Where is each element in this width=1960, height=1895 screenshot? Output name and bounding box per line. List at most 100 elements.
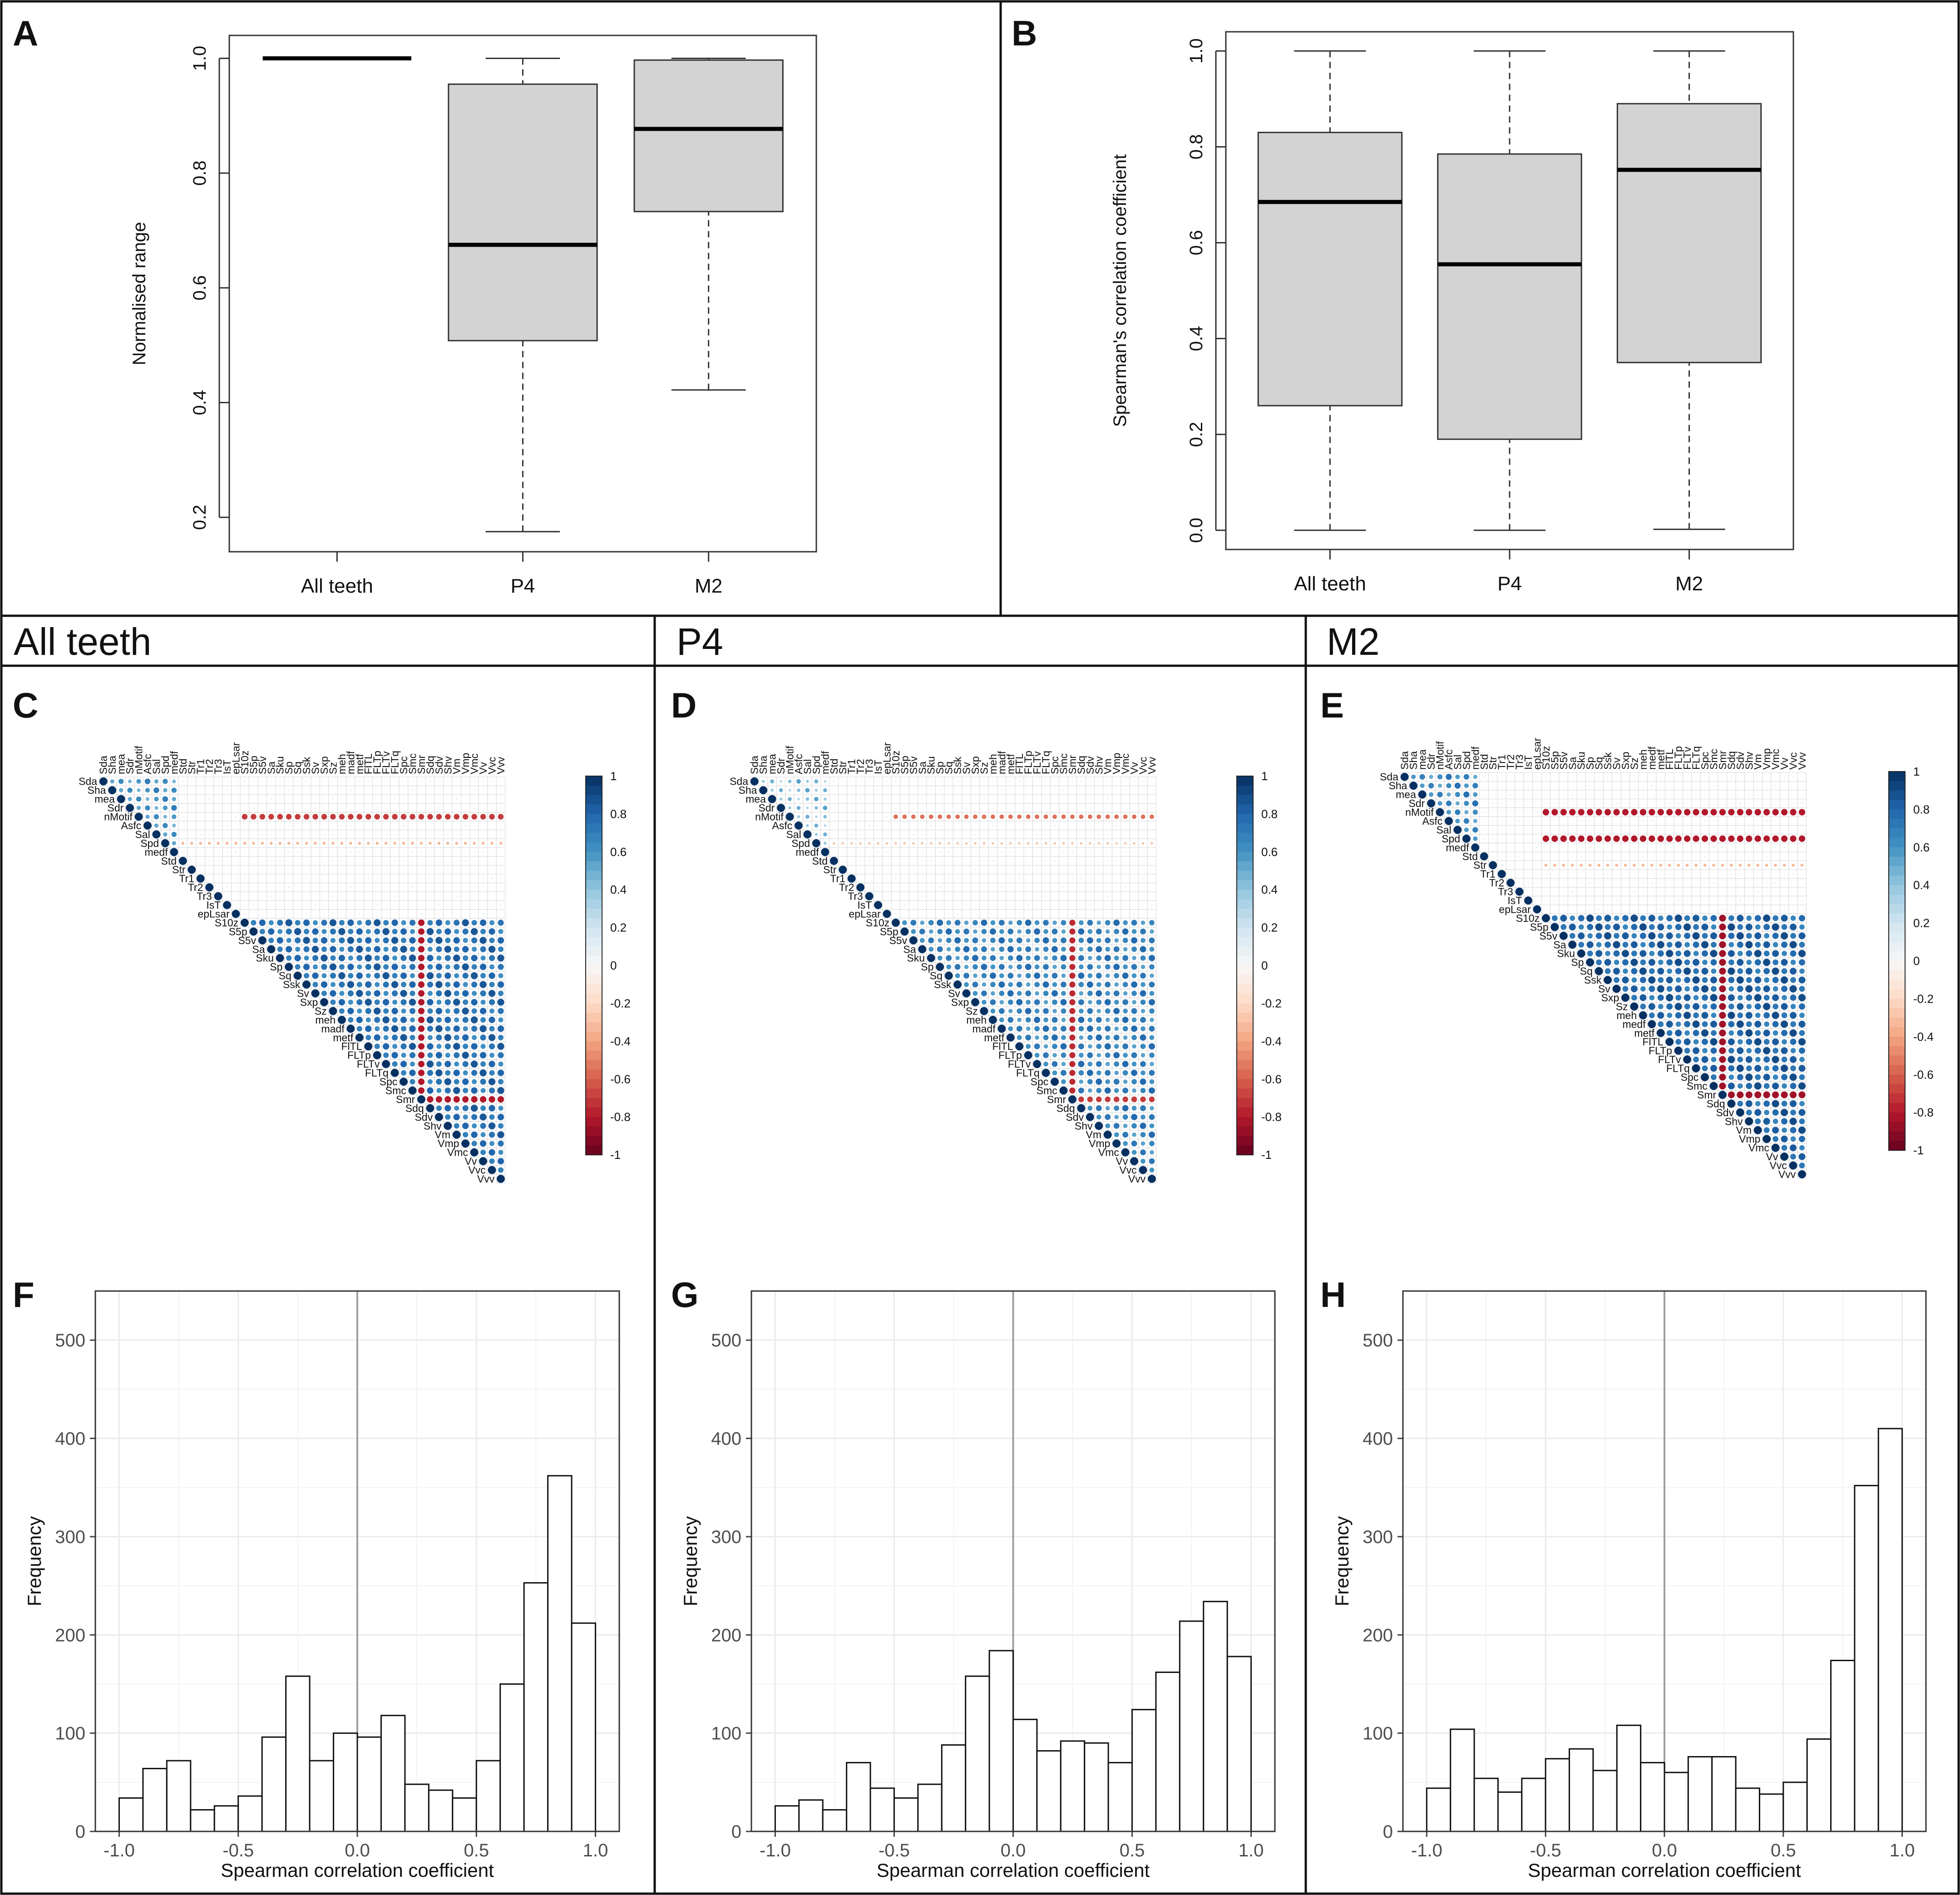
corr-dot: [154, 806, 158, 810]
corr-dot: [315, 887, 316, 888]
corr-dot: [945, 928, 952, 935]
corr-dot: [1113, 1034, 1120, 1041]
corr-dot: [244, 851, 245, 853]
corr-dot: [1116, 869, 1117, 871]
corr-dot: [143, 821, 152, 830]
corr-dot: [261, 841, 264, 845]
corr-dot: [842, 790, 844, 791]
colorbar-step: [586, 965, 602, 975]
corr-dot: [217, 860, 219, 862]
corr-dot: [497, 1131, 504, 1138]
corr-dot: [1660, 776, 1662, 778]
corr-dot: [814, 797, 819, 802]
corr-dot: [1428, 783, 1434, 789]
colorbar-step: [586, 890, 602, 900]
corr-dot: [479, 981, 487, 988]
corr-dot: [1131, 1008, 1137, 1014]
corr-dot: [1027, 878, 1029, 879]
corr-dot: [1045, 807, 1047, 808]
corr-dot: [315, 878, 316, 879]
corr-dot: [913, 798, 914, 800]
corr-dot: [418, 1025, 425, 1032]
corr-col-label: Sv: [310, 762, 321, 774]
corr-dot: [253, 825, 254, 826]
corr-dot: [1045, 825, 1047, 826]
corr-dot: [895, 851, 896, 853]
corr-dot: [1607, 776, 1609, 778]
corr-dot: [453, 1043, 460, 1050]
corr-dot: [454, 1017, 459, 1023]
colorbar-step: [586, 833, 602, 843]
corr-dot: [312, 814, 318, 820]
corr-dot: [1105, 991, 1111, 996]
corr-dot: [1069, 1052, 1076, 1059]
corr-dot: [1080, 781, 1082, 782]
corr-dot: [1017, 1035, 1022, 1040]
corr-dot: [1104, 955, 1111, 961]
corr-dot: [480, 946, 486, 952]
corr-dot: [262, 887, 263, 888]
x-tick-label: M2: [695, 575, 722, 597]
corr-dot: [412, 869, 413, 871]
corr-dot: [417, 1095, 425, 1103]
corr-dot: [491, 834, 493, 835]
corr-dot: [1123, 964, 1128, 970]
corr-dot: [1090, 913, 1091, 915]
corr-dot: [957, 825, 958, 826]
corr-dot: [1078, 1016, 1085, 1023]
corr-dot: [462, 1078, 469, 1085]
corr-dot: [302, 980, 311, 989]
corr-dot: [1107, 807, 1108, 808]
corr-dot: [1107, 790, 1108, 791]
colorbar-tick-label: 0: [1261, 959, 1268, 972]
corr-dot: [293, 971, 302, 980]
corr-dot: [445, 937, 451, 943]
corr-dot: [465, 781, 466, 782]
corr-grid: [99, 777, 506, 1184]
colorbar-step: [1237, 908, 1253, 919]
corr-dot: [1536, 776, 1538, 778]
corr-dot: [483, 896, 484, 897]
corr-dot: [1105, 1052, 1111, 1058]
corr-dot: [1131, 937, 1138, 944]
corr-dot: [1473, 792, 1478, 797]
corr-dot: [154, 797, 159, 802]
corr-dot: [462, 946, 469, 953]
corr-dot: [1105, 946, 1111, 952]
colorbar-step: [586, 927, 602, 938]
corr-dot: [966, 790, 967, 791]
corr-dot: [1122, 955, 1129, 961]
corr-dot: [445, 1114, 451, 1120]
corr-dot: [1113, 1096, 1120, 1103]
corr-dot: [452, 1130, 461, 1139]
corr-dot: [1017, 1018, 1022, 1022]
corr-dot: [480, 955, 486, 961]
corr-dot: [946, 955, 952, 961]
corr-dot: [1140, 1053, 1145, 1058]
corr-dot: [338, 955, 346, 961]
corr-dot: [391, 1025, 399, 1033]
corr-dot: [297, 896, 298, 897]
corr-dot: [902, 920, 907, 925]
corr-dot: [1589, 785, 1591, 787]
corr-dot: [1078, 1061, 1085, 1068]
corr-dot: [330, 814, 336, 820]
panel-letter-h: H: [1320, 1275, 1346, 1315]
corr-dot: [401, 920, 406, 925]
corr-dot: [471, 964, 477, 970]
corr-dot: [244, 878, 246, 880]
corr-col-label: Sq: [292, 762, 304, 774]
corr-dot: [447, 807, 449, 809]
corr-dot: [1492, 785, 1494, 786]
corr-dot: [1142, 790, 1144, 791]
corr-dot: [948, 896, 949, 897]
corr-dot: [464, 789, 466, 791]
corr-dot: [209, 807, 210, 808]
corr-dot: [474, 789, 475, 791]
corr-dot: [851, 781, 852, 782]
corr-dot: [400, 981, 407, 988]
corr-dot: [376, 878, 378, 879]
corr-dot: [1096, 1096, 1102, 1103]
corr-dot: [974, 833, 976, 835]
corr-dot: [1125, 825, 1126, 826]
